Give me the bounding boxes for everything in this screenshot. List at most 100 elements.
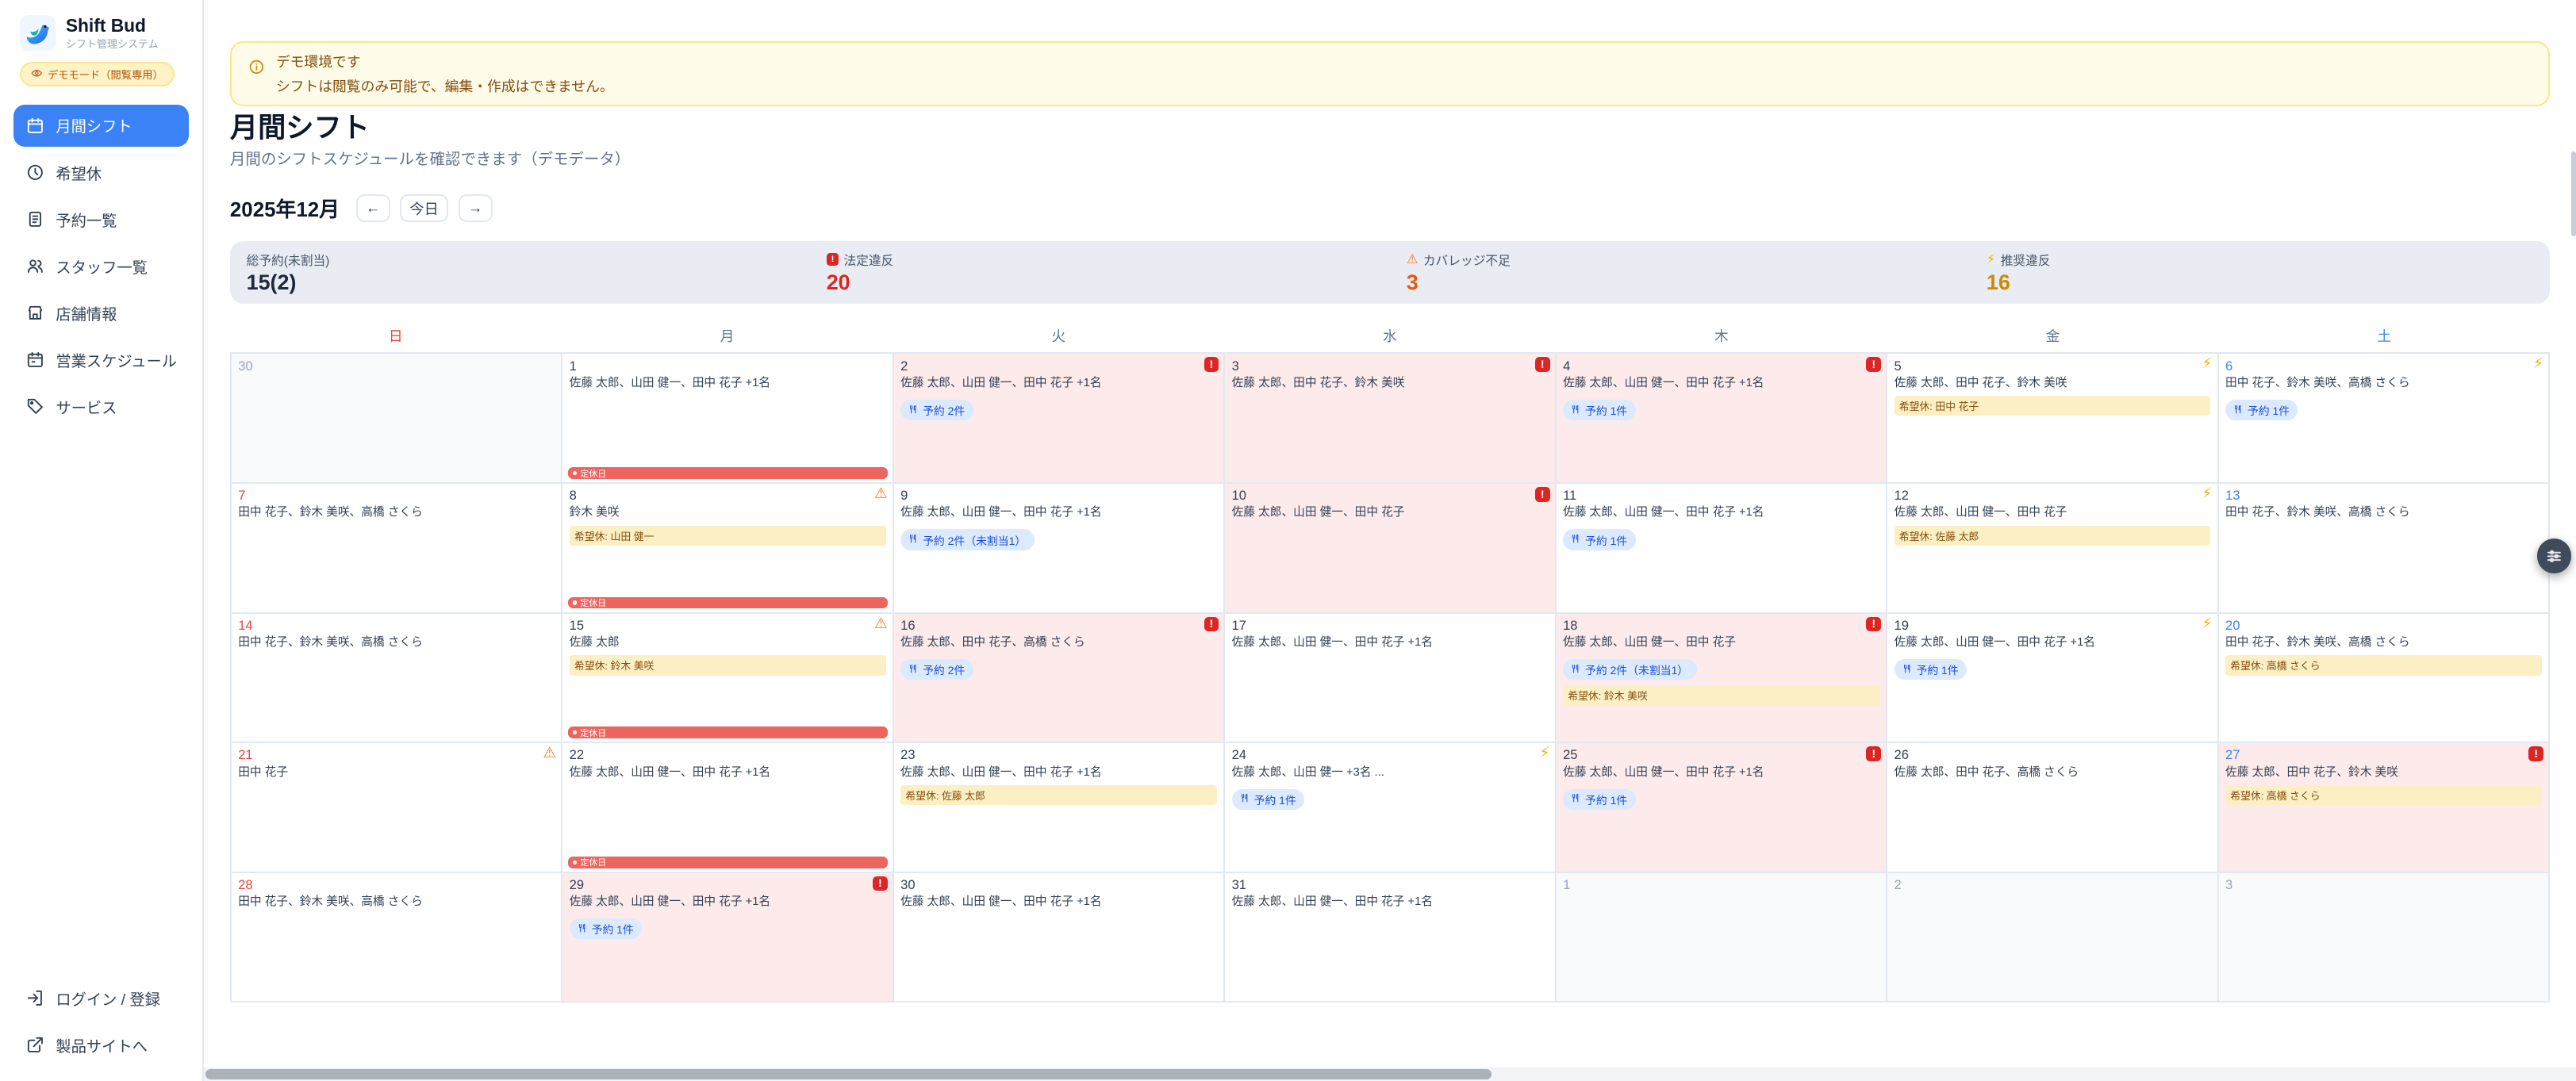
banner-message: シフトは閲覧のみ可能で、編集・作成はできません。 — [275, 79, 614, 95]
calendar-cell[interactable]: 31 佐藤 太郎、山田 健一、田中 花子 +1名 — [1225, 872, 1557, 1003]
schedule-icon — [26, 351, 44, 369]
day-number: 1 — [569, 358, 577, 374]
stat-value: 16 — [1986, 270, 2010, 294]
violation-badge-icon: ! — [1534, 487, 1550, 502]
staff-names: 佐藤 太郎、山田 健一 +3名 ... — [1231, 765, 1384, 779]
reservation-badge: 予約 1件 — [2225, 399, 2298, 421]
calendar: 日月火水木金土 30 1 佐藤 太郎、山田 健一、田中 花子 +1名 定休日 2! 佐藤 … — [229, 320, 2551, 1003]
calendar-cell[interactable]: 6 ⚡ 田中 花子、鈴木 美咲、高橋 さくら 予約 1件 — [2218, 354, 2551, 484]
calendar-cell[interactable]: 30 佐藤 太郎、山田 健一、田中 花子 +1名 — [893, 872, 1226, 1003]
reservation-badge: 予約 1件 — [1231, 788, 1305, 810]
day-off-request-bar: 希望休: 鈴木 美咲 — [569, 655, 886, 676]
day-number: 31 — [1231, 876, 1247, 892]
sidebar-item-day-off-requests[interactable]: 希望休 — [13, 151, 190, 194]
dot-icon — [572, 860, 578, 864]
utensils-icon — [1571, 404, 1580, 416]
calendar-cell[interactable]: 7 田中 花子、鈴木 美咲、高橋 さくら — [231, 483, 563, 614]
day-number: 22 — [569, 747, 585, 763]
calendar-cell[interactable]: 26 佐藤 太郎、田中 花子、高橋 さくら — [1887, 743, 2219, 873]
calendar-cell[interactable]: 14 田中 花子、鈴木 美咲、高橋 さくら — [231, 613, 563, 744]
weekday-label: 日 — [388, 328, 403, 345]
day-number: 30 — [238, 358, 253, 374]
sidebar-footer-item-product-site[interactable]: 製品サイトへ — [13, 1024, 190, 1066]
stat-1: ! 法定違反 20 — [810, 243, 1390, 301]
calendar-cell[interactable]: 30 — [231, 354, 563, 484]
calendar-cell[interactable]: 5 ⚡ 佐藤 太郎、田中 花子、鈴木 美咲 希望休: 田中 花子 — [1887, 354, 2219, 484]
calendar-cell[interactable]: 9 佐藤 太郎、山田 健一、田中 花子 +1名 予約 2件（未割当1） — [893, 483, 1226, 614]
sidebar-item-monthly-shift[interactable]: 月間シフト — [13, 105, 190, 147]
calendar-cell[interactable]: 25! 佐藤 太郎、山田 健一、田中 花子 +1名 予約 1件 — [1556, 743, 1888, 873]
calendar-cell[interactable]: 22 佐藤 太郎、山田 健一、田中 花子 +1名 定休日 — [562, 743, 894, 873]
calendar-cell[interactable]: 17 佐藤 太郎、山田 健一、田中 花子 +1名 — [1225, 613, 1557, 744]
calendar-cell[interactable]: 13 田中 花子、鈴木 美咲、高橋 さくら — [2218, 483, 2551, 614]
floating-settings-button[interactable] — [2536, 539, 2572, 573]
utensils-icon — [1571, 663, 1580, 676]
staff-names: 田中 花子、鈴木 美咲、高橋 さくら — [2225, 376, 2410, 389]
calendar-cell[interactable]: 28 田中 花子、鈴木 美咲、高橋 さくら — [231, 872, 563, 1003]
staff-names: 佐藤 太郎、山田 健一、田中 花子 +1名 — [569, 376, 771, 389]
utensils-icon — [2233, 404, 2243, 416]
day-number: 21 — [238, 747, 253, 763]
calendar-grid: 30 1 佐藤 太郎、山田 健一、田中 花子 +1名 定休日 2! 佐藤 太郎、山田 健一… — [229, 352, 2551, 1003]
closed-day-bar: 定休日 — [567, 857, 888, 868]
calendar-cell[interactable]: 3! 佐藤 太郎、田中 花子、鈴木 美咲 — [1225, 354, 1557, 484]
dot-icon — [572, 470, 578, 476]
staff-names: 佐藤 太郎、山田 健一、田中 花子 +1名 — [1563, 376, 1764, 389]
calendar-cell[interactable]: 12 ⚡ 佐藤 太郎、山田 健一、田中 花子 希望休: 佐藤 太郎 — [1887, 483, 2219, 614]
reservation-badge: 予約 1件 — [569, 918, 643, 940]
sidebar-item-label: 営業スケジュール — [56, 353, 178, 370]
staff-names: 佐藤 太郎、田中 花子、鈴木 美咲 — [1894, 376, 2067, 389]
calendar-cell[interactable]: 23 佐藤 太郎、山田 健一、田中 花子 +1名 希望休: 佐藤 太郎 — [893, 743, 1226, 873]
calendar-cell[interactable]: 15 ⚠ 佐藤 太郎 希望休: 鈴木 美咲 定休日 — [562, 613, 894, 744]
staff-names: 田中 花子、鈴木 美咲、高橋 さくら — [238, 636, 423, 650]
day-number: 15 — [569, 617, 585, 633]
sidebar-item-staff-list[interactable]: スタッフ一覧 — [13, 245, 190, 287]
vertical-scrollbar[interactable] — [2571, 151, 2576, 237]
utensils-icon — [908, 663, 918, 676]
sidebar-item-services[interactable]: サービス — [13, 385, 190, 427]
day-off-request-bar: 希望休: 田中 花子 — [1894, 396, 2211, 416]
day-number: 17 — [1231, 617, 1247, 633]
calendar-cell[interactable]: 2! 佐藤 太郎、山田 健一、田中 花子 +1名 予約 2件 — [893, 354, 1226, 484]
calendar-cell[interactable]: 11 佐藤 太郎、山田 健一、田中 花子 +1名 予約 1件 — [1556, 483, 1888, 614]
calendar-cell[interactable]: 1 — [1556, 872, 1888, 1003]
calendar-cell[interactable]: 4! 佐藤 太郎、山田 健一、田中 花子 +1名 予約 1件 — [1556, 354, 1888, 484]
day-number: 20 — [2225, 617, 2240, 633]
calendar-cell[interactable]: 21 ⚠ 田中 花子 — [231, 743, 563, 873]
sidebar-item-business-schedule[interactable]: 営業スケジュール — [13, 339, 190, 381]
closed-day-bar: 定休日 — [567, 726, 888, 738]
calendar-cell[interactable]: 2 — [1887, 872, 2219, 1003]
sidebar-item-label: 月間シフト — [56, 119, 132, 136]
day-off-request-bar: 希望休: 鈴木 美咲 — [1563, 685, 1879, 706]
sidebar-item-store-info[interactable]: 店舗情報 — [13, 292, 190, 334]
calendar-cell[interactable]: 19 ⚡ 佐藤 太郎、山田 健一、田中 花子 +1名 予約 1件 — [1887, 613, 2219, 744]
calendar-cell[interactable]: 24 ⚡ 佐藤 太郎、山田 健一 +3名 ... 予約 1件 — [1225, 743, 1557, 873]
horizontal-scrollbar[interactable] — [205, 1069, 1492, 1079]
violation-badge-icon: ! — [1866, 616, 1882, 632]
staff-names: 田中 花子、鈴木 美咲、高橋 さくら — [2225, 636, 2410, 650]
calendar-cell[interactable]: 27! 佐藤 太郎、田中 花子、鈴木 美咲 希望休: 高橋 さくら — [2218, 743, 2551, 873]
next-month-button[interactable]: → — [458, 194, 493, 223]
calendar-cell[interactable]: 1 佐藤 太郎、山田 健一、田中 花子 +1名 定休日 — [562, 354, 894, 484]
prev-month-button[interactable]: ← — [355, 194, 390, 223]
day-off-request-bar: 希望休: 高橋 さくら — [2225, 784, 2542, 806]
calendar-cell[interactable]: 10! 佐藤 太郎、山田 健一、田中 花子 — [1225, 483, 1557, 614]
calendar-cell[interactable]: 20 田中 花子、鈴木 美咲、高橋 さくら希望休: 高橋 さくら — [2218, 613, 2551, 744]
day-number: 18 — [1563, 617, 1578, 633]
calendar-cell[interactable]: 16! 佐藤 太郎、田中 花子、高橋 さくら 予約 2件 — [893, 613, 1226, 744]
staff-names: 佐藤 太郎、山田 健一、田中 花子 — [1563, 636, 1736, 650]
staff-names: 佐藤 太郎、山田 健一、田中 花子 — [1231, 506, 1405, 519]
day-number: 26 — [1894, 747, 1909, 763]
today-button[interactable]: 今日 — [400, 194, 449, 223]
day-off-request-bar: 希望休: 高橋 さくら — [2225, 655, 2542, 676]
sidebar-item-reservations[interactable]: 予約一覧 — [13, 198, 190, 240]
day-number: 27 — [2225, 747, 2240, 763]
main-content: デモ環境です シフトは閲覧のみ可能で、編集・作成はできません。 月間シフト 月間… — [203, 0, 2576, 1081]
sidebar-footer-item-login[interactable]: ログイン / 登録 — [13, 977, 190, 1019]
calendar-cell[interactable]: 18! 佐藤 太郎、山田 健一、田中 花子 予約 2件（未割当1） 希望休: 鈴木 美… — [1556, 613, 1888, 744]
calendar-cell[interactable]: 8 ⚠ 鈴木 美咲 希望休: 山田 健一 定休日 — [562, 483, 894, 614]
staff-names: 佐藤 太郎、山田 健一、田中 花子 +1名 — [1894, 636, 2095, 650]
calendar-cell[interactable]: 29! 佐藤 太郎、山田 健一、田中 花子 +1名 予約 1件 — [562, 872, 894, 1003]
sidebar-nav: 月間シフト希望休 予約一覧スタッフ一覧 店舗情報営業スケジュールサービス — [0, 105, 202, 427]
calendar-cell[interactable]: 3 — [2218, 872, 2551, 1003]
